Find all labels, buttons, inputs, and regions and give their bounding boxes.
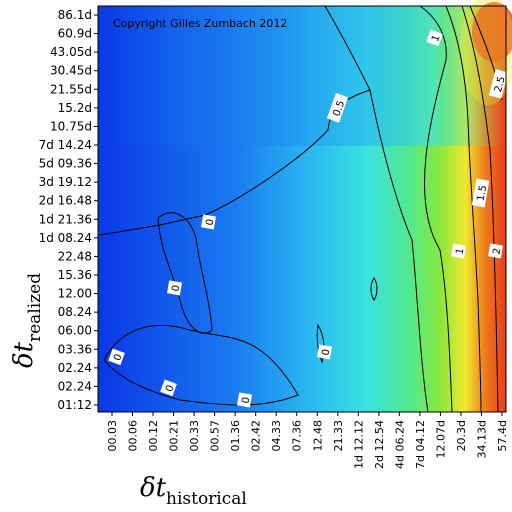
contour-label-background bbox=[487, 243, 504, 259]
x-tick-label: 57.4d bbox=[496, 420, 509, 451]
contour-label-background bbox=[108, 348, 125, 366]
x-tick-label: 1d 12.12 bbox=[352, 420, 365, 469]
y-axis-ticks: 86.1d 60.9d 43.05d 30.45d 21.55d 15.2d 10.75d 7… bbox=[39, 8, 98, 412]
contour-label-text: 0 bbox=[112, 353, 125, 363]
heatmap-surface bbox=[98, 0, 512, 412]
contour-label: 1.5 bbox=[471, 178, 490, 208]
contour-label: 1 bbox=[426, 29, 443, 47]
contour-label: 1 bbox=[450, 243, 467, 259]
x-tick-label: 2d 12.54 bbox=[373, 420, 386, 469]
contour-label: 2 bbox=[487, 243, 504, 259]
y-tick-label: 02.24 bbox=[58, 379, 92, 393]
contour-label-text: 0.5 bbox=[332, 99, 348, 118]
contour-label-background bbox=[488, 69, 509, 99]
plot-frame bbox=[97, 5, 507, 413]
x-tick-label: 00.12 bbox=[147, 420, 160, 452]
contour-label-background bbox=[426, 29, 443, 47]
y-tick-label: 43.05d bbox=[50, 45, 92, 59]
y-tick-label: 21.55d bbox=[50, 82, 92, 96]
x-tick-label: 00.06 bbox=[127, 420, 140, 452]
contour-label-text: 0 bbox=[171, 284, 183, 292]
contour-level-1 bbox=[419, 5, 453, 413]
y-tick-label: 86.1d bbox=[58, 8, 92, 22]
x-tick-label: 21.33 bbox=[332, 420, 345, 452]
y-tick-label: 60.9d bbox=[58, 27, 92, 41]
svg-text:realized: realized bbox=[25, 273, 45, 342]
y-tick-label: 3d 19.12 bbox=[39, 175, 92, 189]
contour-label: 0 bbox=[200, 214, 217, 230]
contour-label-background bbox=[160, 379, 177, 397]
y-tick-label: 12.00 bbox=[58, 287, 92, 301]
contour-level-0-blob-a bbox=[157, 212, 213, 334]
x-tick-label: 20.3d bbox=[455, 420, 468, 451]
x-tick-label: 00.03 bbox=[106, 420, 119, 452]
x-tick-label: 12.07d bbox=[434, 420, 447, 458]
contour-label: 0 bbox=[316, 344, 333, 360]
contour-label-background bbox=[326, 92, 349, 123]
x-tick-label: 4d 06.24 bbox=[393, 420, 406, 469]
x-axis-ticks: 00.03 00.06 00.12 00.21 00.33 00.57 01.36 02.42… bbox=[106, 412, 509, 469]
y-tick-label: 10.75d bbox=[50, 119, 92, 133]
x-tick-label: 00.33 bbox=[188, 420, 201, 452]
y-tick-label: 2d 16.48 bbox=[39, 194, 92, 208]
contour-label-background bbox=[471, 178, 490, 208]
contour-label: 2.5 bbox=[488, 69, 509, 99]
contour-level-2 bbox=[461, 5, 499, 413]
x-tick-label: 00.21 bbox=[168, 420, 181, 452]
contour-label-background bbox=[166, 280, 183, 296]
contour-label: 0 bbox=[236, 392, 253, 408]
contour-label: 0 bbox=[166, 280, 183, 296]
copyright-annotation: Copyright Gilles Zumbach 2012 bbox=[113, 17, 287, 30]
x-axis-title: δt historical bbox=[140, 473, 247, 509]
contour-labels: 0 0 0 0 0 0 0.5 1 1 1.5 2 2.5 bbox=[108, 29, 509, 408]
contour-label-text: 1 bbox=[455, 247, 467, 255]
x-tick-label: 00.57 bbox=[209, 420, 222, 452]
y-tick-label: 7d 14.24 bbox=[39, 138, 92, 152]
contour-label-text: 1 bbox=[430, 34, 443, 44]
contour-label-text: 0 bbox=[205, 218, 217, 226]
svg-text:δt: δt bbox=[140, 473, 167, 503]
contour-level-1-5 bbox=[445, 5, 482, 413]
y-tick-label: 30.45d bbox=[50, 64, 92, 78]
y-tick-label: 1d 21.36 bbox=[39, 212, 92, 226]
y-tick-label: 1d 08.24 bbox=[39, 231, 92, 245]
y-axis-title: δt realized bbox=[9, 273, 45, 368]
y-tick-label: 15.36 bbox=[58, 268, 92, 282]
contour-label-text: 2 bbox=[492, 247, 504, 255]
x-tick-label: 01.36 bbox=[229, 420, 242, 452]
x-tick-label: 7d 04.12 bbox=[414, 420, 427, 469]
y-tick-label: 06.00 bbox=[58, 324, 92, 338]
x-tick-label: 12.48 bbox=[311, 420, 324, 452]
x-tick-label: 07.36 bbox=[291, 420, 304, 452]
contour-label-background bbox=[200, 214, 217, 230]
y-tick-label: 03.36 bbox=[58, 342, 92, 356]
contour-label: 0 bbox=[108, 348, 125, 366]
svg-text:δt: δt bbox=[9, 341, 39, 368]
contour-label-text: 1.5 bbox=[476, 184, 490, 202]
contour-label-text: 0 bbox=[321, 348, 333, 356]
contour-label-text: 0 bbox=[164, 384, 177, 394]
y-tick-label: 5d 09.36 bbox=[39, 157, 92, 171]
contour-label-text: 2.5 bbox=[493, 75, 508, 93]
x-tick-label: 34.13d bbox=[475, 420, 488, 458]
y-tick-label: 02.24 bbox=[58, 361, 92, 375]
x-tick-label: 04.33 bbox=[270, 420, 283, 452]
contour-label-text: 0 bbox=[241, 396, 253, 404]
contour-label-background bbox=[236, 392, 253, 408]
y-tick-label: 01:12 bbox=[57, 398, 92, 412]
svg-text:historical: historical bbox=[166, 489, 247, 509]
contour-label-background bbox=[450, 243, 467, 259]
contour-label: 0 bbox=[160, 379, 177, 397]
contour-level-0-5-lower bbox=[369, 89, 429, 413]
contour-level-0-blob-b bbox=[103, 324, 299, 406]
x-tick-label: 02.42 bbox=[250, 420, 263, 452]
contour-level-0-blob-d bbox=[370, 277, 378, 301]
y-tick-label: 22.48 bbox=[58, 249, 92, 263]
contour-label-background bbox=[316, 344, 333, 360]
y-tick-label: 15.2d bbox=[58, 101, 92, 115]
contour-level-0-blob-c bbox=[316, 323, 325, 364]
y-tick-label: 08.24 bbox=[58, 305, 92, 319]
contour-label: 0.5 bbox=[326, 92, 349, 123]
